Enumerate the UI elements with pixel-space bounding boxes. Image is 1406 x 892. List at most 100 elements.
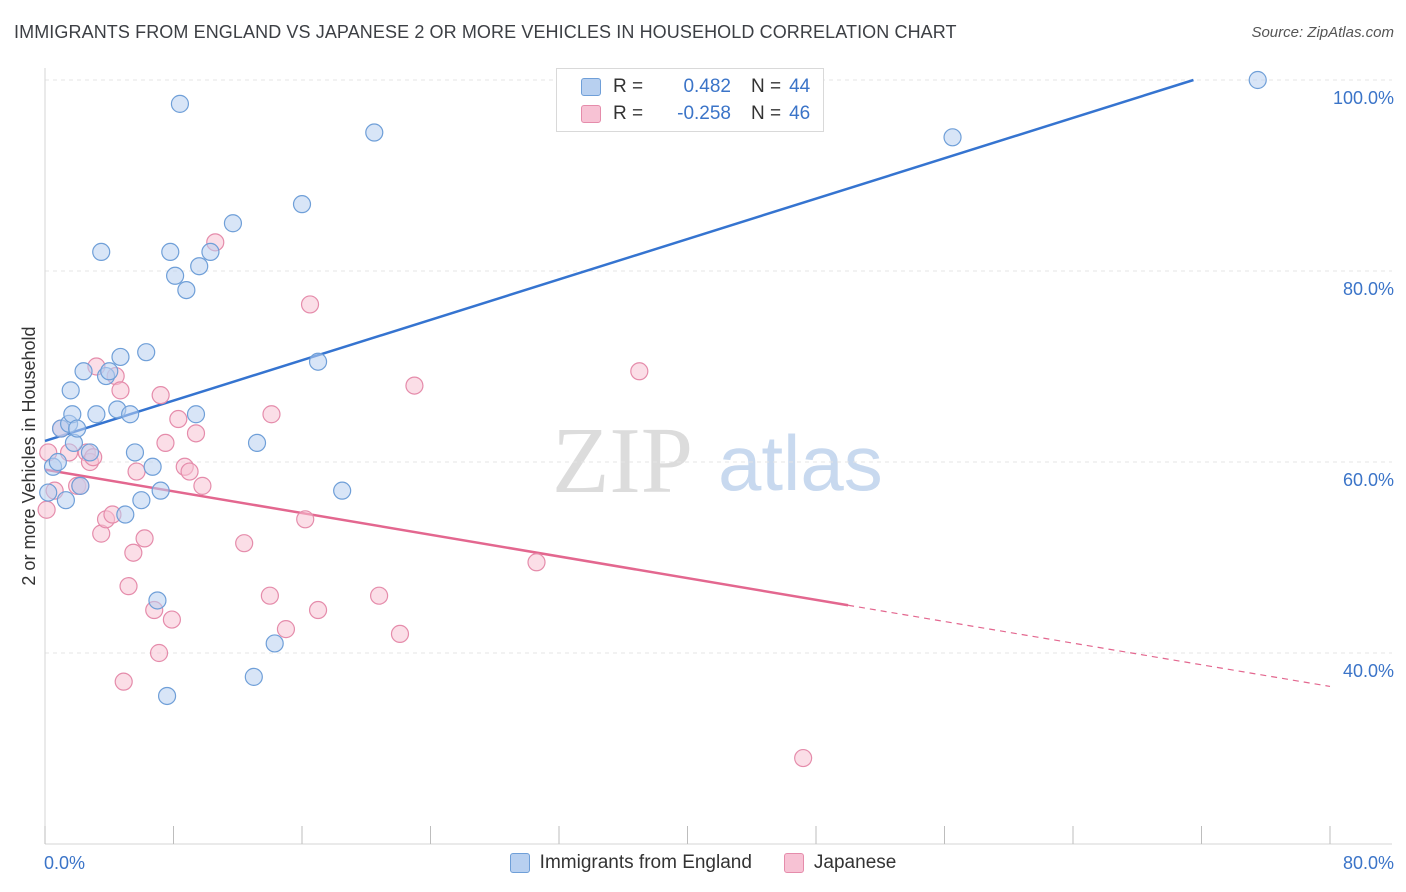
point-england <box>244 667 263 686</box>
point-japanese <box>127 462 146 481</box>
x-tick-label: 0.0% <box>44 853 85 873</box>
point-england <box>161 242 180 261</box>
point-japanese <box>162 610 181 629</box>
point-england <box>56 491 75 510</box>
point-japanese <box>37 500 56 519</box>
point-england <box>186 405 206 424</box>
stats-legend-row-japanese: R = -0.258 N = 46 <box>581 101 810 127</box>
r-label: R = <box>613 103 644 124</box>
y-tick-label: 100.0% <box>1333 88 1394 108</box>
r-value: -0.258 <box>677 103 731 124</box>
point-japanese <box>149 643 169 663</box>
point-england <box>87 405 106 424</box>
point-japanese <box>193 476 212 495</box>
point-england <box>365 123 384 142</box>
data-points <box>37 70 1267 768</box>
point-japanese <box>370 586 389 605</box>
n-value: 46 <box>789 103 811 124</box>
japanese-swatch <box>581 105 601 123</box>
watermark-atlas: atlas <box>718 419 883 507</box>
point-england <box>308 352 328 371</box>
point-england <box>151 481 170 500</box>
series-legend: Immigrants from England Japanese <box>0 852 1406 874</box>
point-england <box>201 242 220 261</box>
point-england <box>68 419 87 438</box>
point-england <box>190 257 209 276</box>
point-japanese <box>630 362 649 381</box>
y-tick-label: 80.0% <box>1343 279 1394 299</box>
zipatlas-watermark: ZIP atlas <box>552 409 883 513</box>
trend-lines <box>44 78 1331 688</box>
point-england <box>1248 70 1267 90</box>
point-england <box>170 94 190 113</box>
chart-title: IMMIGRANTS FROM ENGLAND VS JAPANESE 2 OR… <box>14 22 957 42</box>
point-japanese <box>169 409 188 429</box>
legend-label: Japanese <box>813 852 897 873</box>
chart-grid <box>45 79 1392 654</box>
point-japanese <box>296 510 315 529</box>
n-value: 44 <box>789 76 811 97</box>
point-england <box>80 443 100 462</box>
point-japanese <box>156 433 175 452</box>
point-england <box>100 362 119 381</box>
trend-line-england <box>44 78 1194 443</box>
point-japanese <box>111 381 130 400</box>
r-value: 0.482 <box>683 76 731 97</box>
point-japanese <box>390 624 410 644</box>
point-england <box>223 214 243 233</box>
point-japanese <box>262 405 281 424</box>
n-label: N = <box>751 103 782 124</box>
point-japanese <box>186 424 206 443</box>
y-tick-label: 60.0% <box>1343 470 1394 490</box>
point-japanese <box>300 295 320 314</box>
point-england <box>92 242 111 261</box>
point-japanese <box>151 386 170 405</box>
stats-legend-row-england: R = 0.482 N = 44 <box>581 74 810 100</box>
point-japanese <box>260 586 279 605</box>
point-japanese <box>794 748 813 768</box>
watermark-zip: ZIP <box>552 409 693 513</box>
england-swatch <box>581 78 601 96</box>
x-tick-label: 80.0% <box>1343 853 1394 873</box>
point-england <box>143 457 162 476</box>
point-japanese <box>235 534 254 553</box>
point-england <box>48 452 67 472</box>
point-england <box>116 505 135 524</box>
point-england <box>74 362 93 381</box>
legend-item-england[interactable]: Immigrants from England <box>509 852 752 874</box>
r-label: R = <box>613 76 644 97</box>
point-japanese <box>135 529 154 548</box>
legend-label: Immigrants from England <box>539 852 752 873</box>
point-england <box>71 476 90 495</box>
point-england <box>125 443 145 462</box>
point-japanese <box>308 600 328 620</box>
y-axis-label: 2 or more Vehicles in Household <box>19 326 39 585</box>
trend-line-japanese-extrapolated <box>848 604 1331 688</box>
point-england <box>137 343 156 362</box>
tick-labels: 40.0% 60.0% 80.0% 100.0% 0.0% 80.0% <box>44 88 1394 873</box>
legend-item-japanese[interactable]: Japanese <box>783 852 897 874</box>
point-england <box>265 634 284 653</box>
point-england <box>121 405 140 424</box>
point-england <box>943 128 962 147</box>
point-england <box>177 281 196 300</box>
point-england <box>333 481 352 500</box>
point-england <box>39 483 58 502</box>
trend-line-japanese <box>44 468 849 607</box>
point-japanese <box>119 577 138 596</box>
point-japanese <box>405 376 424 395</box>
point-japanese <box>527 553 546 572</box>
source-label: Source: ZipAtlas.com <box>1251 24 1394 41</box>
point-england <box>157 686 177 706</box>
point-england <box>132 491 151 510</box>
point-england <box>148 591 167 610</box>
point-japanese <box>276 620 296 639</box>
point-england <box>166 266 185 285</box>
stats-legend: R = 0.482 N = 44 R = -0.258 N = 46 <box>556 68 824 132</box>
point-england <box>111 347 130 367</box>
point-england <box>61 381 80 400</box>
y-tick-label: 40.0% <box>1343 661 1394 681</box>
japanese-swatch <box>783 853 804 873</box>
point-japanese <box>114 672 133 691</box>
